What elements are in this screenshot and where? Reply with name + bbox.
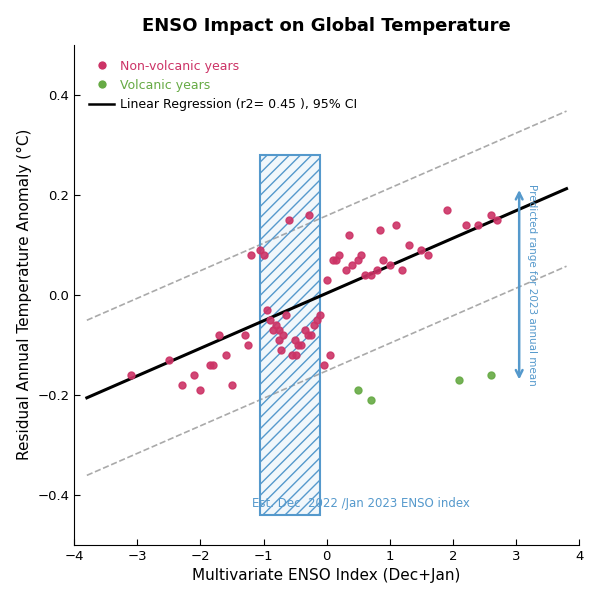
Point: [275, 325, 284, 335]
Point: [366, 270, 376, 280]
Point: [328, 255, 338, 265]
Point: [316, 310, 325, 320]
Point: [208, 360, 218, 370]
Point: [290, 335, 300, 344]
Point: [304, 210, 314, 220]
Point: [335, 250, 344, 260]
Point: [300, 325, 310, 335]
Point: [331, 255, 341, 265]
Point: [486, 370, 496, 380]
Point: [177, 380, 187, 389]
Point: [398, 265, 407, 275]
Point: [268, 325, 278, 335]
Point: [265, 315, 275, 325]
Point: [366, 395, 376, 404]
Point: [353, 255, 363, 265]
Point: [296, 340, 306, 350]
Point: [461, 220, 470, 229]
Point: [221, 350, 230, 359]
Point: [322, 275, 331, 284]
Point: [287, 350, 297, 359]
Point: [313, 315, 322, 325]
Point: [309, 320, 319, 329]
Point: [278, 330, 287, 340]
Point: [423, 250, 433, 260]
Point: [391, 220, 401, 229]
Y-axis label: Residual Annual Temperature Anomaly (°C): Residual Annual Temperature Anomaly (°C): [17, 129, 32, 460]
Point: [196, 385, 205, 395]
Point: [385, 260, 395, 269]
Legend: Non-volcanic years, Volcanic years, Linear Regression (r2= 0.45 ), 95% CI: Non-volcanic years, Volcanic years, Line…: [84, 55, 362, 116]
Point: [325, 350, 335, 359]
Point: [404, 240, 413, 250]
Point: [360, 270, 370, 280]
Point: [379, 255, 388, 265]
Point: [246, 250, 256, 260]
Point: [243, 340, 253, 350]
Point: [256, 245, 265, 254]
Point: [240, 330, 250, 340]
Point: [442, 205, 451, 214]
Point: [293, 340, 303, 350]
Point: [281, 310, 290, 320]
Point: [319, 360, 328, 370]
Point: [303, 330, 313, 340]
Point: [277, 345, 286, 355]
Title: ENSO Impact on Global Temperature: ENSO Impact on Global Temperature: [142, 17, 511, 35]
Point: [190, 370, 199, 380]
Point: [353, 385, 363, 395]
Point: [416, 245, 426, 254]
Point: [341, 265, 350, 275]
Point: [306, 330, 316, 340]
Point: [473, 220, 483, 229]
Text: Predicted range for 2023 annual mean: Predicted range for 2023 annual mean: [527, 184, 537, 386]
Point: [284, 215, 293, 224]
Point: [376, 225, 385, 235]
Point: [492, 215, 502, 224]
X-axis label: Multivariate ENSO Index (Dec+Jan): Multivariate ENSO Index (Dec+Jan): [193, 568, 461, 583]
Point: [164, 355, 173, 365]
Bar: [260, 155, 320, 515]
Point: [292, 350, 301, 359]
Point: [126, 370, 136, 380]
Point: [347, 260, 357, 269]
Bar: [260, 155, 320, 515]
Point: [227, 380, 237, 389]
Point: [454, 375, 464, 385]
Point: [262, 305, 272, 314]
Point: [486, 210, 496, 220]
Point: [215, 330, 224, 340]
Point: [205, 360, 215, 370]
Point: [356, 250, 366, 260]
Point: [344, 230, 353, 239]
Point: [271, 320, 281, 329]
Point: [275, 335, 284, 344]
Text: Est. Dec  2022 /Jan 2023 ENSO index: Est. Dec 2022 /Jan 2023 ENSO index: [253, 497, 470, 510]
Point: [259, 250, 268, 260]
Point: [373, 265, 382, 275]
